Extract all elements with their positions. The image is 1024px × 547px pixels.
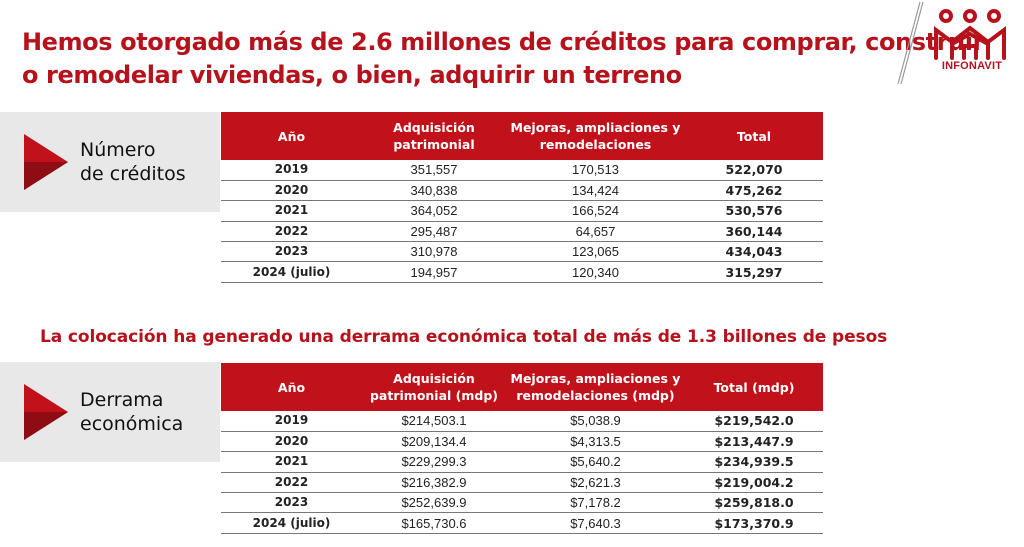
column-header: Mejoras, ampliaciones y remodelaciones (…	[506, 363, 685, 411]
total-cell: 522,070	[685, 160, 823, 181]
mejoras-cell: $7,640.3	[506, 512, 685, 534]
total-cell: 475,262	[685, 180, 823, 202]
table-row: 2022 295,487 64,657 360,144	[221, 221, 823, 243]
total-cell: $213,447.9	[685, 431, 823, 453]
total-cell: $219,542.0	[685, 411, 823, 432]
adquisicion-cell: $209,134.4	[362, 431, 506, 453]
total-cell: 530,576	[685, 200, 823, 222]
column-header: Total (mdp)	[685, 363, 823, 411]
column-header: Año	[221, 112, 362, 160]
mejoras-cell: $7,178.2	[506, 492, 685, 514]
table-row: 2021 364,052 166,524 530,576	[221, 200, 823, 222]
creditos-table: Año Adquisición patrimonial Mejoras, amp…	[221, 112, 823, 283]
mejoras-cell: 120,340	[506, 261, 685, 283]
adquisicion-cell: $214,503.1	[362, 411, 506, 432]
section-subtitle: La colocación ha generado una derrama ec…	[40, 327, 888, 347]
year-cell: 2021	[221, 200, 362, 222]
table-row: 2024 (julio) $165,730.6 $7,640.3 $173,37…	[221, 512, 823, 534]
adquisicion-cell: 295,487	[362, 221, 506, 243]
total-cell: 315,297	[685, 261, 823, 283]
total-cell: 434,043	[685, 241, 823, 263]
table-header-row: Año Adquisición patrimonial Mejoras, amp…	[221, 112, 823, 160]
adquisicion-cell: $229,299.3	[362, 451, 506, 473]
year-cell: 2022	[221, 221, 362, 243]
infonavit-logo-text: INFONAVIT	[941, 60, 1003, 72]
year-cell: 2023	[221, 492, 362, 514]
total-cell: $219,004.2	[685, 472, 823, 494]
page-title-line-2: o remodelar viviendas, o bien, adquirir …	[22, 61, 682, 89]
section-label-box-creditos: Número de créditos	[0, 112, 220, 212]
column-header: Año	[221, 363, 362, 411]
logo-divider-slash	[897, 1, 924, 85]
column-header: Adquisición patrimonial (mdp)	[362, 363, 506, 411]
section-label-derrama: Derrama económica	[80, 389, 184, 435]
total-cell: $259,818.0	[685, 492, 823, 514]
adquisicion-cell: 194,957	[362, 261, 506, 283]
page-title-line-1: Hemos otorgado más de 2.6 millones de cr…	[22, 28, 985, 56]
adquisicion-cell: 351,557	[362, 160, 506, 181]
play-arrow-icon	[24, 384, 68, 440]
table-row: 2024 (julio) 194,957 120,340 315,297	[221, 261, 823, 283]
mejoras-cell: $5,640.2	[506, 451, 685, 473]
adquisicion-cell: 310,978	[362, 241, 506, 263]
mejoras-cell: $4,313.5	[506, 431, 685, 453]
year-cell: 2024 (julio)	[221, 512, 362, 534]
year-cell: 2021	[221, 451, 362, 473]
adquisicion-cell: $252,639.9	[362, 492, 506, 514]
table-row: 2021 $229,299.3 $5,640.2 $234,939.5	[221, 451, 823, 473]
year-cell: 2022	[221, 472, 362, 494]
mejoras-cell: 134,424	[506, 180, 685, 202]
column-header: Total	[685, 112, 823, 160]
table-row: 2019 $214,503.1 $5,038.9 $219,542.0	[221, 411, 823, 432]
section-label-box-derrama: Derrama económica	[0, 362, 220, 462]
mejoras-cell: 166,524	[506, 200, 685, 222]
year-cell: 2023	[221, 241, 362, 263]
adquisicion-cell: 364,052	[362, 200, 506, 222]
year-cell: 2020	[221, 180, 362, 202]
table-row: 2023 310,978 123,065 434,043	[221, 241, 823, 263]
year-cell: 2019	[221, 411, 362, 432]
column-header: Adquisición patrimonial	[362, 112, 506, 160]
derrama-table: Año Adquisición patrimonial (mdp) Mejora…	[221, 363, 823, 534]
mejoras-cell: 170,513	[506, 160, 685, 181]
table-row: 2019 351,557 170,513 522,070	[221, 160, 823, 181]
table-row: 2020 340,838 134,424 475,262	[221, 180, 823, 202]
year-cell: 2020	[221, 431, 362, 453]
year-cell: 2019	[221, 160, 362, 181]
total-cell: $234,939.5	[685, 451, 823, 473]
adquisicion-cell: 340,838	[362, 180, 506, 202]
year-cell: 2024 (julio)	[221, 261, 362, 283]
adquisicion-cell: $165,730.6	[362, 512, 506, 534]
mejoras-cell: 64,657	[506, 221, 685, 243]
mejoras-cell: $2,621.3	[506, 472, 685, 494]
infonavit-logo-icon	[934, 9, 1006, 60]
adquisicion-cell: $216,382.9	[362, 472, 506, 494]
table-row: 2023 $252,639.9 $7,178.2 $259,818.0	[221, 492, 823, 514]
total-cell: 360,144	[685, 221, 823, 243]
mejoras-cell: $5,038.9	[506, 411, 685, 432]
play-arrow-icon	[24, 134, 68, 190]
table-header-row: Año Adquisición patrimonial (mdp) Mejora…	[221, 363, 823, 411]
column-header: Mejoras, ampliaciones y remodelaciones	[506, 112, 685, 160]
section-label-creditos: Número de créditos	[80, 139, 186, 185]
page-title: Hemos otorgado más de 2.6 millones de cr…	[22, 26, 985, 92]
table-row: 2020 $209,134.4 $4,313.5 $213,447.9	[221, 431, 823, 453]
mejoras-cell: 123,065	[506, 241, 685, 263]
total-cell: $173,370.9	[685, 512, 823, 534]
table-row: 2022 $216,382.9 $2,621.3 $219,004.2	[221, 472, 823, 494]
